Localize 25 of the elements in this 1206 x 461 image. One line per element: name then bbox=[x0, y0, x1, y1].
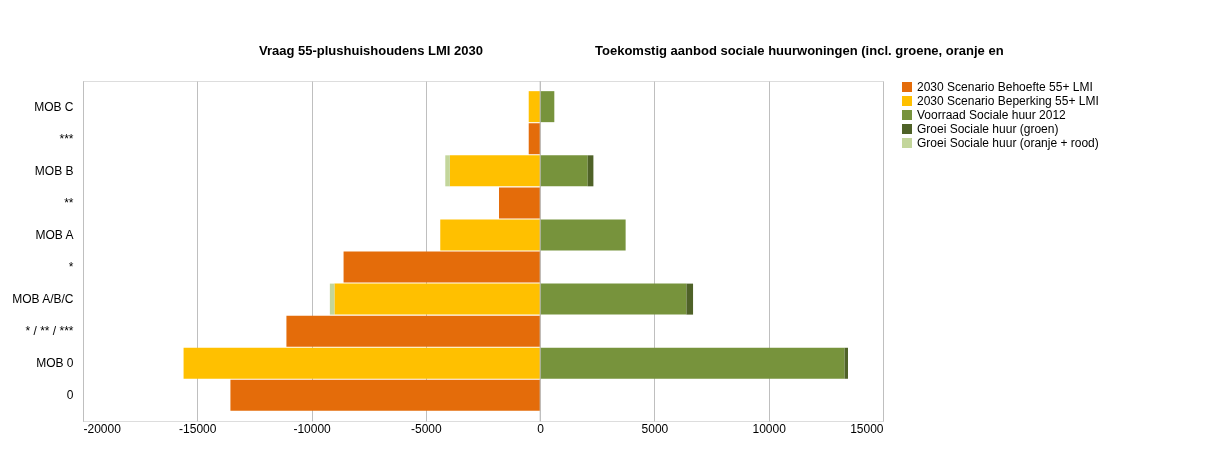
y-tick-label: MOB A/B/C bbox=[12, 292, 74, 307]
legend-label: Groei Sociale huur (groen) bbox=[917, 122, 1059, 136]
x-tick-label: 15000 bbox=[850, 421, 884, 436]
x-tick-label: -20000 bbox=[83, 421, 122, 436]
y-tick-label: MOB B bbox=[34, 163, 74, 178]
legend-label: Groei Sociale huur (oranje + rood) bbox=[917, 136, 1099, 150]
x-tick-label: -5000 bbox=[411, 421, 443, 436]
y-tick-label: MOB A bbox=[35, 227, 74, 242]
y-tick-label: MOB 0 bbox=[36, 356, 74, 371]
text: Toekomstig aanbod sociale huurwoningen (incl. groene, oranje en bbox=[595, 43, 1004, 58]
x-tick-label: -15000 bbox=[179, 421, 217, 436]
y-tick-label: ** bbox=[64, 195, 74, 210]
legend-label: Voorraad Sociale huur 2012 bbox=[917, 108, 1067, 122]
legend-label: 2030 Scenario Behoefte 55+ LMI bbox=[917, 80, 1093, 94]
x-tick-label: -10000 bbox=[293, 421, 332, 436]
text: Vraag 55-plushuishoudens LMI 2030 bbox=[259, 43, 483, 58]
y-tick-label: *** bbox=[59, 131, 74, 146]
y-tick-label: * bbox=[68, 260, 74, 275]
x-tick-label: 0 bbox=[537, 421, 545, 436]
x-tick-label: 10000 bbox=[752, 421, 787, 436]
y-tick-label: * / ** / *** bbox=[25, 324, 74, 339]
y-tick-label: MOB C bbox=[34, 99, 74, 114]
legend-label: 2030 Scenario Beperking 55+ LMI bbox=[917, 94, 1099, 108]
y-tick-label: 0 bbox=[66, 388, 74, 403]
x-tick-label: 5000 bbox=[641, 421, 669, 436]
